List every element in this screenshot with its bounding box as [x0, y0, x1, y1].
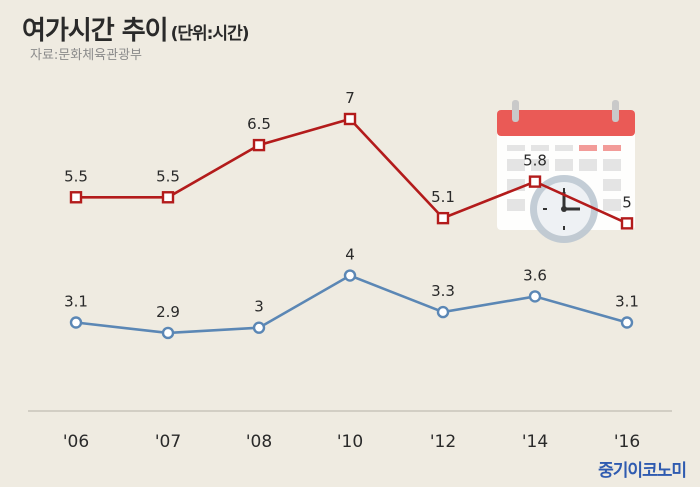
brand-logo: 중기이코노미 — [598, 461, 687, 481]
series-0-data-label: 5.5 — [156, 167, 180, 185]
series-1-point — [436, 305, 450, 319]
series-1-data-label: 3.1 — [615, 293, 639, 311]
title-group: 여가시간 추이 (단위:시간) — [22, 10, 250, 47]
series-1-data-label: 3.3 — [431, 282, 455, 300]
series-1-data-label: 3.6 — [523, 266, 547, 284]
series-1-data-label: 4 — [345, 246, 355, 264]
series-0-data-label: 5.8 — [523, 152, 547, 170]
x-tick-label: '16 — [614, 432, 640, 452]
series-1-point — [252, 321, 266, 334]
series-0-point — [161, 191, 175, 204]
series-0-point — [252, 138, 266, 152]
series-0-data-label: 6.5 — [247, 115, 271, 133]
x-tick-label: '07 — [155, 432, 181, 452]
series-0-point — [620, 217, 634, 230]
x-tick-label: '12 — [430, 432, 456, 452]
x-tick-label: '06 — [63, 432, 89, 452]
calendar-clock-icon — [497, 100, 635, 243]
series-1-point — [69, 316, 83, 329]
series-0-point — [436, 211, 450, 225]
series-1-data-label: 2.9 — [156, 303, 180, 321]
x-tick-label: '14 — [522, 432, 548, 452]
x-tick-label: '10 — [337, 432, 363, 452]
chart-source: 자료:문화체육관광부 — [30, 48, 143, 63]
series-0-point — [69, 191, 83, 204]
series-1-point — [528, 290, 542, 303]
series-0-point — [343, 112, 357, 126]
series-0-point — [528, 175, 542, 188]
x-tick-label: '08 — [246, 432, 272, 452]
chart-unit: (단위:시간) — [170, 24, 250, 44]
series-layer: 5.5 5.5 6.5 7 5.1 5.8 5 3.1 2.9 3 4 3.3 3.6 3.1 — [64, 89, 639, 340]
series-1-point — [161, 326, 175, 340]
series-0-data-label: 7 — [345, 89, 355, 107]
series-0-data-label: 5.1 — [431, 188, 455, 206]
series-1-point — [343, 269, 357, 282]
series-1-data-label: 3.1 — [64, 293, 88, 311]
series-0-data-label: 5.5 — [64, 167, 88, 185]
series-1-data-label: 3 — [254, 298, 264, 316]
chart-title: 여가시간 추이 — [22, 16, 169, 46]
series-1-point — [620, 316, 634, 329]
series-0-data-label: 5 — [622, 193, 632, 211]
x-axis-ticks: '06 '07 '08 '10 '12 '14 '16 — [63, 432, 640, 452]
